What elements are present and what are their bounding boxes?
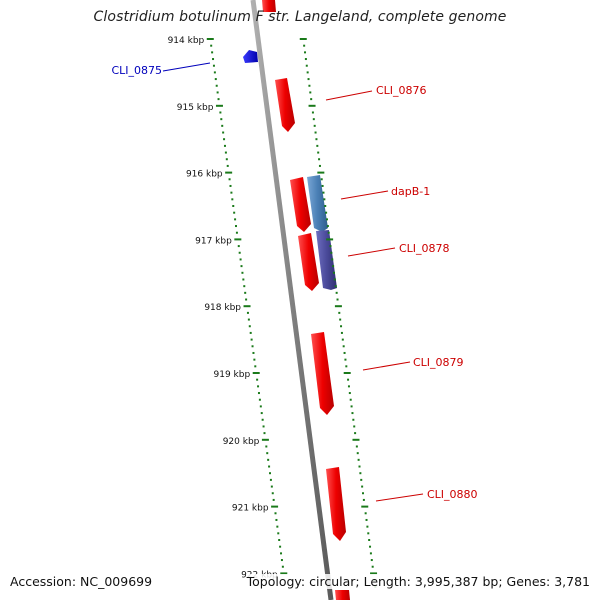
gene-arrow-cli0875[interactable] xyxy=(243,50,258,63)
ruler-tick-label: 918 kbp xyxy=(204,303,241,313)
leader-line-cli0880 xyxy=(375,493,424,502)
leader-line-cli0875 xyxy=(162,62,211,72)
ruler-tick-label: 917 kbp xyxy=(195,236,232,246)
gene-arrow-dapb1[interactable] xyxy=(307,175,328,232)
ruler-inner-track xyxy=(206,38,288,575)
gene-arrow-red-a[interactable] xyxy=(290,177,311,232)
accession-text: Accession: NC_009699 xyxy=(9,574,154,589)
genome-title: Clostridium botulinum F str. Langeland, … xyxy=(93,9,507,25)
ruler-tick-label: 920 kbp xyxy=(223,437,260,447)
genome-summary-label: Topology: circular; Length: 3,995,387 bp… xyxy=(245,574,591,589)
genome-backbone xyxy=(250,0,334,600)
gene-label-cli0875[interactable]: CLI_0875 xyxy=(111,64,162,77)
ruler-tick-label: 919 kbp xyxy=(214,370,251,380)
leader-line-cli0879 xyxy=(362,361,411,371)
leader-line-cli0876 xyxy=(325,90,373,101)
ruler-tick-label: 916 kbp xyxy=(186,170,223,180)
gene-arrow-cli0878[interactable] xyxy=(316,230,337,290)
gene-label-dapb1[interactable]: dapB-1 xyxy=(391,185,430,198)
accession-label: Accession: NC_009699 xyxy=(9,574,154,589)
gene-arrow-cli0880[interactable] xyxy=(326,467,346,541)
gene-label-cli0879[interactable]: CLI_0879 xyxy=(413,356,464,369)
gene-label-cli0878[interactable]: CLI_0878 xyxy=(399,242,450,255)
ruler-tick-labels: 914 kbp 915 kbp 916 kbp 917 kbp 918 kbp 919 k… xyxy=(168,36,278,580)
ruler-outer-track xyxy=(299,38,378,588)
leader-line-cli0878 xyxy=(347,247,396,257)
genome-summary-text: Topology: circular; Length: 3,995,387 bp… xyxy=(245,574,591,589)
ruler-tick-label: 915 kbp xyxy=(177,103,214,113)
gene-label-cli0876[interactable]: CLI_0876 xyxy=(376,84,427,97)
gene-partial-bottom xyxy=(335,590,350,600)
gene-label-cli0880[interactable]: CLI_0880 xyxy=(427,488,478,501)
gene-arrow-red-b[interactable] xyxy=(298,233,319,291)
ruler-tick-label: 914 kbp xyxy=(168,36,205,46)
gene-partial-top xyxy=(262,0,276,12)
leader-line-dapb1 xyxy=(340,190,389,200)
ruler-tick-label: 921 kbp xyxy=(232,504,269,514)
gene-arrow-cli0879[interactable] xyxy=(311,332,334,415)
gene-arrow-cli0876[interactable] xyxy=(275,78,295,132)
